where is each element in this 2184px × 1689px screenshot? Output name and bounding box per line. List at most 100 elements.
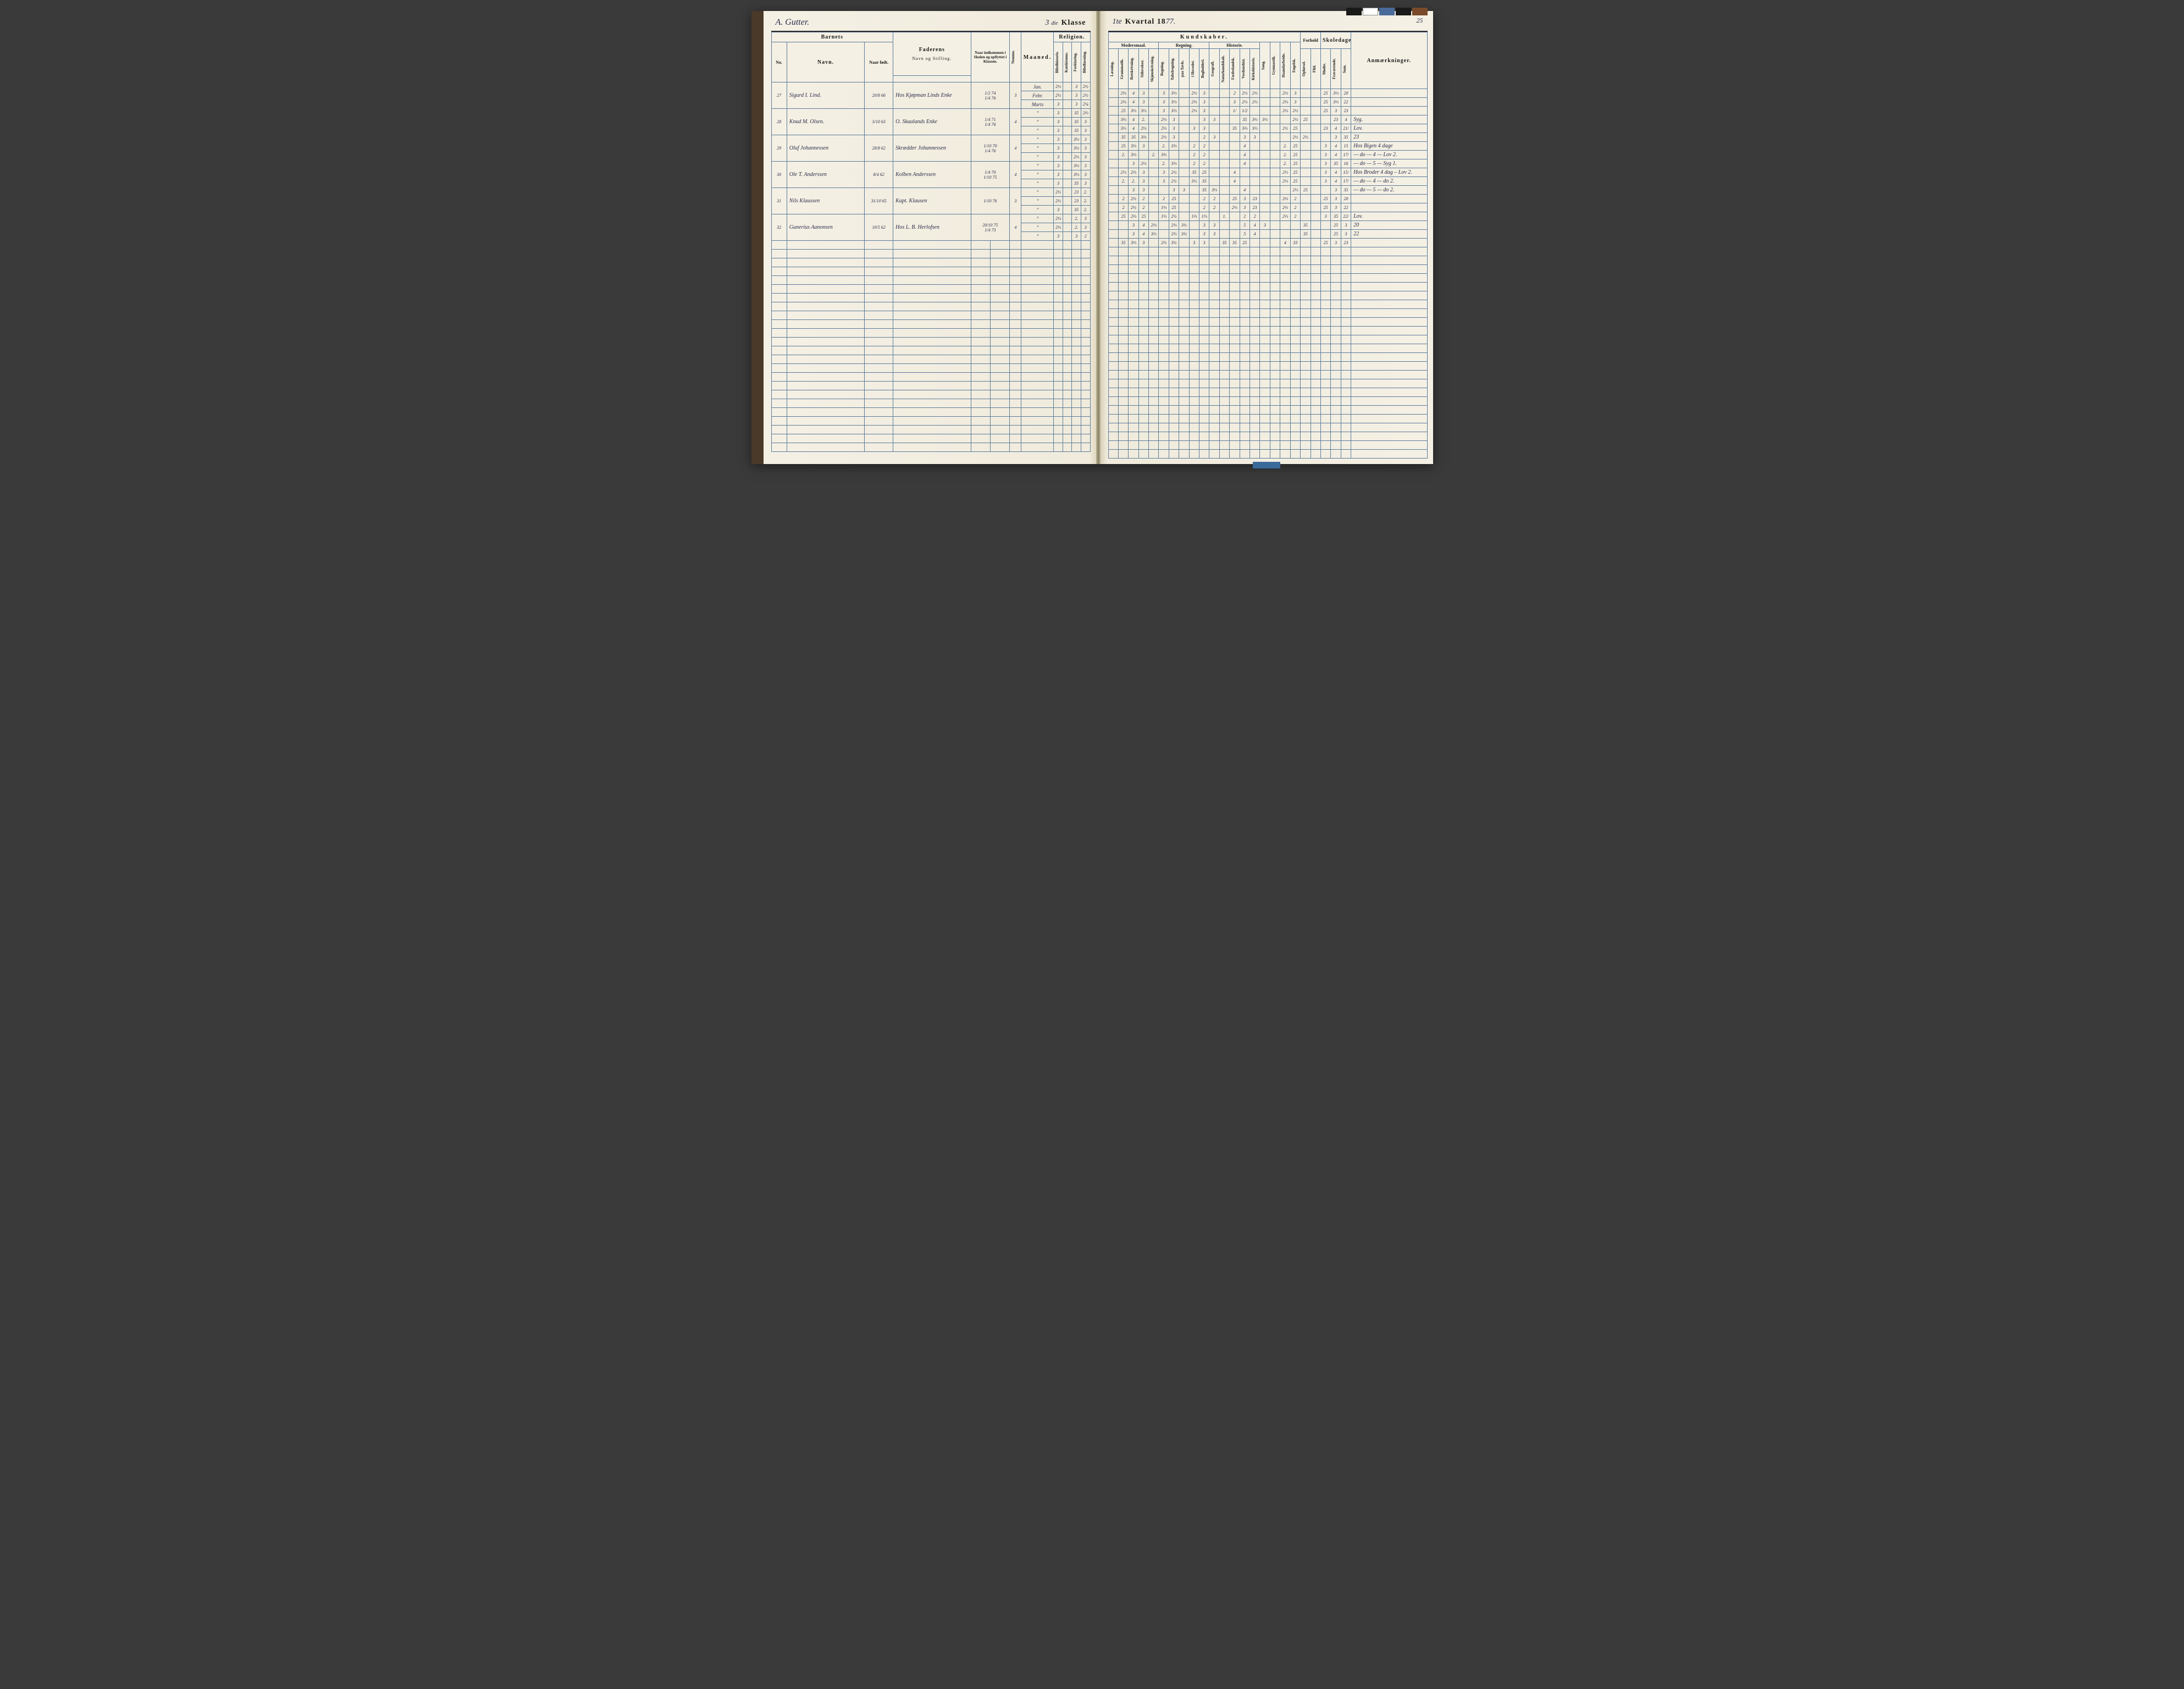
- cell-grade: 3½: [1072, 135, 1081, 144]
- cell-grade: 3⅔: [1149, 230, 1159, 239]
- cell-grade: 2.: [1280, 159, 1290, 168]
- cell-grade: 3: [1189, 239, 1199, 247]
- th-sub-15: Naturkundskab.: [1219, 49, 1229, 89]
- empty-row: [771, 250, 1090, 258]
- cell-fodt: 31/10 65: [865, 188, 893, 214]
- table-row: 32Gunerius Aanonsen10/5 62Hos L. B. Herl…: [771, 214, 1090, 223]
- empty-row: [1108, 415, 1427, 423]
- cell-indk: 20/10 751/4 73: [971, 214, 1010, 241]
- class-num: 3: [1045, 19, 1049, 27]
- table-row: 28Knud M. Olsen.3/10 63O. Skaalands Enke…: [771, 109, 1090, 118]
- empty-row: [1108, 423, 1427, 432]
- cell-grade: 35: [1118, 239, 1128, 247]
- cell-grade: [1301, 195, 1311, 203]
- cell-anm: Hos Bigen 4 dage: [1351, 142, 1427, 151]
- cell-grade: 2: [1199, 159, 1209, 168]
- cell-grade: 2½: [1290, 107, 1301, 115]
- cell-grade: 4: [1331, 142, 1341, 151]
- cell-grade: 2⅓: [1240, 89, 1249, 98]
- cell-grade: 1⅓: [1199, 212, 1209, 221]
- table-row: 343⅔2⅔3½33543525322: [1108, 230, 1427, 239]
- empty-row: [1108, 327, 1427, 335]
- cell-grade: 3: [1054, 109, 1063, 118]
- cell-grade: 3: [1331, 203, 1341, 212]
- table-row: 342⅔2⅔3½335433525320: [1108, 221, 1427, 230]
- cell-indk: 1/4 701/10 75: [971, 162, 1010, 188]
- cell-grade: 2⅔: [1118, 89, 1128, 98]
- cell-grade: 2: [1209, 195, 1219, 203]
- cell-grade: 25: [1320, 107, 1330, 115]
- cell-grade: 2: [1189, 159, 1199, 168]
- cell-grade: 3: [1341, 230, 1351, 239]
- cell-grade: [1149, 195, 1159, 203]
- cell-grade: 3: [1054, 100, 1063, 109]
- cell-no: 32: [771, 214, 787, 241]
- cell-grade: [1280, 133, 1290, 142]
- empty-row: [771, 355, 1090, 364]
- cell-grade: 3: [1138, 89, 1148, 98]
- cell-grade: [1301, 168, 1311, 177]
- cell-grade: 3⅓: [1169, 98, 1179, 107]
- th-barnets: Barnets: [771, 32, 893, 42]
- cell-grade: 2¼: [1081, 100, 1090, 109]
- cell-grade: [1219, 115, 1229, 124]
- bookmark-ribbon: [1253, 462, 1280, 468]
- cell-grade: 3: [1138, 239, 1148, 247]
- cell-grade: 2½: [1169, 168, 1179, 177]
- cell-grade: 25: [1320, 89, 1330, 98]
- cell-grade: [1270, 142, 1280, 151]
- table-row: 3⅔42.2⅓333353⅔3⅓2½25234Syg.: [1108, 115, 1427, 124]
- cell-grade: 3: [1129, 159, 1138, 168]
- cell-grade: 3: [1159, 107, 1169, 115]
- th-sub-5: Grammatik.: [1118, 49, 1128, 89]
- th-forhold: Forhold: [1301, 32, 1321, 49]
- right-tbody: 2⅔4333⅓2½322⅓2⅓2⅔3253⅓202⅔4333⅓2⅔332⅓2⅓2…: [1108, 89, 1427, 459]
- cell-grade: [1320, 133, 1330, 142]
- cell-grade: 2½: [1054, 188, 1063, 197]
- th-sub-7: Stilovelser.: [1138, 49, 1148, 89]
- cell-grade: 21/: [1341, 124, 1351, 133]
- cell-navn: Sigurd I. Lind.: [787, 82, 864, 109]
- cell-grade: [1219, 142, 1229, 151]
- cell-grade: 2⅔: [1149, 221, 1159, 230]
- cell-grade: 2: [1199, 203, 1209, 212]
- cell-grade: 3: [1159, 177, 1169, 186]
- cell-nemme: 4: [1010, 109, 1021, 135]
- cell-grade: 3⅓: [1129, 142, 1138, 151]
- cell-grade: [1270, 230, 1280, 239]
- cell-grade: 2.: [1138, 115, 1148, 124]
- cell-grade: 3: [1129, 221, 1138, 230]
- cell-grade: [1260, 124, 1270, 133]
- cell-anm: [1351, 203, 1427, 212]
- cell-grade: 33: [1290, 239, 1301, 247]
- cell-grade: [1301, 239, 1311, 247]
- th-sub-9: Regning.: [1159, 49, 1169, 89]
- cell-no: 29: [771, 135, 787, 162]
- cell-grade: 2⅓: [1072, 153, 1081, 162]
- cell-grade: [1108, 239, 1118, 247]
- cell-grade: [1063, 126, 1072, 135]
- tab-3: [1379, 8, 1395, 15]
- cell-fodt: 3/10 63: [865, 109, 893, 135]
- cell-grade: 3: [1159, 89, 1169, 98]
- cell-no: 28: [771, 109, 787, 135]
- th-eng: Engelsk.: [1290, 42, 1301, 89]
- cell-grade: 2½: [1129, 203, 1138, 212]
- ledger-book: A. Gutter. 3 die Klasse Barnets Faderens…: [751, 11, 1433, 464]
- cell-grade: [1260, 230, 1270, 239]
- cell-grade: 5: [1240, 221, 1249, 230]
- cell-fader: Kolben Anderssen: [893, 162, 971, 188]
- empty-row: [771, 382, 1090, 390]
- cell-grade: 35: [1230, 124, 1240, 133]
- cell-grade: 2.: [1129, 177, 1138, 186]
- cell-grade: 3: [1169, 186, 1179, 195]
- cell-grade: 1⅓: [1159, 203, 1169, 212]
- empty-row: [1108, 256, 1427, 265]
- cell-grade: 2⅓: [1249, 89, 1259, 98]
- cell-grade: 2½: [1169, 212, 1179, 221]
- empty-row: [1108, 300, 1427, 309]
- cell-grade: 25: [1301, 115, 1311, 124]
- cell-grade: [1149, 186, 1159, 195]
- cell-grade: [1189, 221, 1199, 230]
- empty-row: [1108, 397, 1427, 406]
